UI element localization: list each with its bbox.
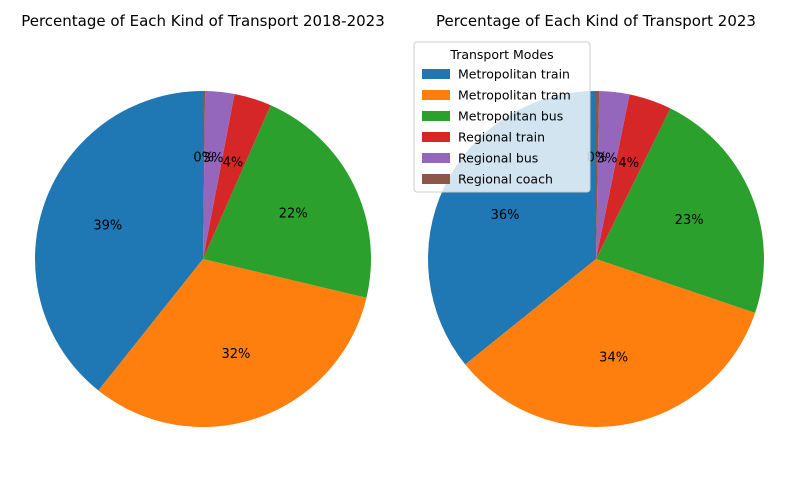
slice-regional-train: [596, 94, 671, 259]
pct-label-regional-coach: 0%: [193, 151, 214, 166]
legend-label-metropolitan-tram: Metropolitan tram: [458, 88, 571, 103]
legend-swatch-metropolitan-train: [422, 69, 450, 79]
pct-label-regional-coach: 0%: [587, 151, 608, 166]
pct-label-metropolitan-bus: 23%: [675, 213, 704, 228]
pie-2018-2023: 39% 32% 22% 4%3%0%: [35, 90, 372, 428]
legend-swatch-regional-coach: [422, 174, 450, 184]
legend-title: Transport Modes: [449, 47, 553, 62]
legend-swatch-metropolitan-tram: [422, 90, 450, 100]
slice-regional-train: [203, 93, 271, 259]
legend-box: [413, 41, 591, 193]
slice-metropolitan-bus: [203, 105, 372, 298]
pct-label-metropolitan-train: 39%: [93, 218, 122, 233]
legend-label-metropolitan-train: Metropolitan train: [458, 67, 570, 82]
pct-label-regional-bus: 3%: [203, 151, 224, 166]
slice-regional-bus: [203, 91, 235, 259]
legend: Transport Modes Metropolitan train Metropo…: [413, 41, 591, 193]
slice-regional-coach: [596, 91, 600, 259]
slice-metropolitan-tram: [98, 259, 367, 428]
legend-label-regional-coach: Regional coach: [458, 172, 553, 187]
pct-label-regional-train: 4%: [223, 155, 244, 170]
chart-title-2023: Percentage of Each Kind of Transport 202…: [436, 12, 756, 30]
legend-label-regional-train: Regional train: [458, 130, 545, 145]
legend-swatch-regional-bus: [422, 153, 450, 163]
slice-metropolitan-tram: [465, 259, 756, 427]
pct-label-metropolitan-tram: 34%: [599, 351, 628, 366]
legend-label-regional-bus: Regional bus: [458, 151, 538, 166]
slice-regional-bus: [596, 91, 630, 259]
slice-regional-coach: [203, 90, 206, 260]
chart-title-2018-2023: Percentage of Each Kind of Transport 201…: [21, 12, 385, 30]
pct-label-regional-bus: 3%: [597, 151, 618, 166]
legend-swatch-regional-train: [422, 132, 450, 142]
slice-metropolitan-bus: [596, 108, 764, 313]
pct-label-metropolitan-bus: 22%: [279, 207, 308, 222]
pct-label-regional-train: 4%: [618, 156, 639, 171]
slice-metropolitan-train: [35, 91, 204, 391]
legend-label-metropolitan-bus: Metropolitan bus: [458, 109, 563, 124]
pct-label-metropolitan-train: 36%: [491, 208, 520, 223]
legend-swatch-metropolitan-bus: [422, 111, 450, 121]
pct-label-metropolitan-tram: 32%: [221, 347, 250, 362]
